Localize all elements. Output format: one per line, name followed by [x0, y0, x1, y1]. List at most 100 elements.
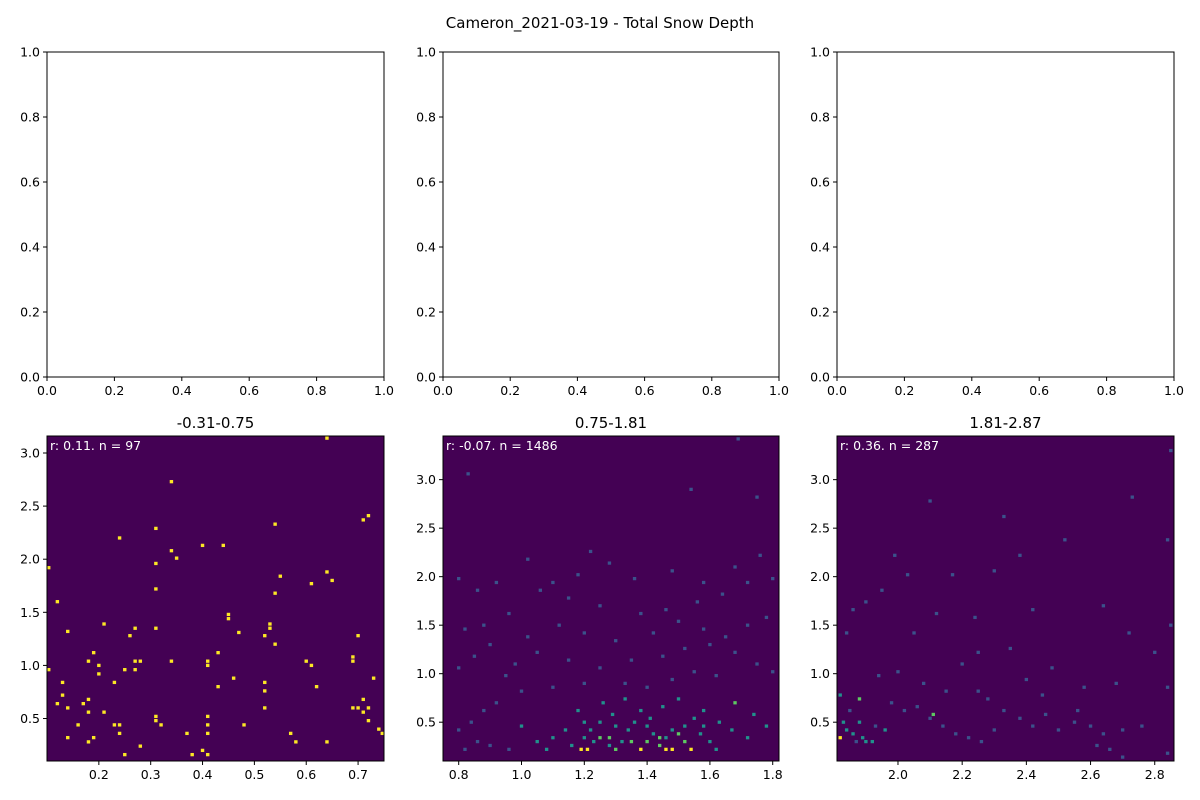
heatmap-cell	[60, 680, 65, 685]
y-tick-label: 1.0	[20, 45, 40, 60]
y-tick-label: 1.0	[810, 666, 830, 681]
heatmap-cell	[582, 681, 586, 686]
heatmap-cell	[457, 576, 461, 581]
heatmap-cell	[97, 672, 101, 676]
heatmap-cell	[1040, 693, 1045, 697]
heatmap-cell	[377, 727, 381, 731]
x-tick-label: 0.0	[433, 383, 453, 398]
heatmap-cell	[1101, 732, 1106, 736]
heatmap-cell	[154, 526, 158, 531]
heatmap-cell	[607, 736, 612, 740]
y-tick-label: 1.0	[416, 666, 436, 681]
x-tick-label: 2.0	[888, 767, 908, 782]
heatmap-cell	[720, 592, 725, 596]
y-tick-label: 3.0	[810, 472, 830, 487]
heatmap-cell	[263, 689, 267, 693]
y-tick-label: 1.0	[416, 45, 436, 60]
heatmap-cell	[598, 666, 602, 670]
heatmap-cell	[526, 635, 530, 639]
heatmap-cell	[607, 561, 612, 565]
heatmap-cell	[482, 623, 486, 627]
axes-frame	[442, 435, 780, 762]
heatmap-cell	[361, 697, 365, 702]
x-tick-label: 0.4	[172, 383, 192, 398]
heatmap-cell	[670, 569, 674, 573]
heatmap-cell	[979, 739, 984, 744]
y-tick-label: 2.5	[416, 521, 436, 536]
heatmap-cell	[683, 724, 687, 728]
heatmap-cell	[123, 668, 127, 672]
heatmap-cell	[857, 720, 862, 724]
heatmap-cell	[206, 714, 210, 719]
heatmap-background	[837, 436, 1174, 761]
heatmap-cell	[325, 570, 329, 574]
y-tick-label: 2.5	[20, 499, 40, 514]
x-tick-label: 0.6	[1029, 383, 1049, 398]
heatmap-cell	[645, 685, 649, 689]
y-tick-label: 0.4	[416, 240, 436, 255]
heatmap-cell	[1153, 650, 1157, 654]
heatmap-cell	[614, 639, 618, 643]
heatmap-cell	[216, 685, 220, 689]
x-tick-label: 1.0	[374, 383, 394, 398]
heatmap-cell	[689, 747, 693, 751]
heatmap-cell	[626, 728, 630, 732]
heatmap-cell	[66, 629, 70, 634]
heatmap-cell	[133, 626, 137, 630]
heatmap-cell	[356, 706, 360, 710]
y-tick-label: 0.0	[810, 370, 830, 385]
subplot-3: 0.0 0.2 0.4 0.6 0.8 1.0 0.0 0.2 0.4 0.6 0.8 1.0	[810, 45, 1184, 399]
heatmap-cell	[733, 650, 737, 654]
heatmap-cell	[138, 744, 143, 748]
heatmap-cell	[159, 723, 163, 727]
heatmap-cell	[708, 642, 712, 647]
heatmap-cell	[902, 708, 907, 713]
x-tick-label: 1.6	[700, 767, 720, 782]
heatmap-cell	[645, 739, 649, 744]
y-tick-label: 2.0	[416, 569, 436, 584]
heatmap-cell	[598, 720, 602, 724]
subplot-6: r: 0.36. n = 287 1.81-2.87 2.0 2.2 2.4 2.6 2.8…	[810, 414, 1175, 782]
heatmap-cell	[273, 642, 277, 646]
heatmap-cell	[676, 619, 681, 623]
heatmap-cell	[154, 714, 158, 719]
correlation-annotation: r: 0.11. n = 97	[50, 438, 141, 453]
heatmap-cell	[472, 654, 477, 658]
heatmap-cell	[86, 659, 91, 663]
heatmap-cell	[81, 702, 86, 706]
heatmap-cell	[701, 708, 706, 713]
heatmap-cell	[221, 543, 225, 548]
heatmap-cell	[1031, 724, 1035, 728]
heatmap-cell	[701, 580, 706, 585]
heatmap-cell	[1043, 712, 1048, 717]
heatmap-cell	[371, 676, 376, 680]
heatmap-cell	[632, 576, 637, 581]
heatmap-cell	[133, 668, 137, 672]
heatmap-cell	[361, 710, 365, 714]
heatmap-cell	[86, 697, 91, 702]
heatmap-cell	[851, 608, 855, 612]
x-tick-label: 0.8	[307, 383, 327, 398]
heatmap-cell	[366, 718, 371, 723]
heatmap-cell	[102, 710, 106, 714]
heatmap-cell	[701, 724, 706, 728]
heatmap-cell	[648, 716, 652, 720]
y-tick-label: 0.8	[810, 110, 830, 125]
heatmap-cell	[992, 728, 996, 732]
heatmap-cell	[1002, 708, 1006, 713]
y-tick-label: 1.0	[810, 45, 830, 60]
heatmap-cell	[657, 736, 662, 740]
heatmap-cell	[695, 600, 700, 604]
heatmap-cell	[169, 659, 174, 663]
heatmap-cell	[877, 674, 881, 678]
heatmap-cell	[889, 701, 894, 705]
y-tick-label: 0.0	[20, 370, 40, 385]
heatmap-cell	[992, 569, 996, 573]
heatmap-cell	[838, 693, 842, 697]
heatmap-cell	[1165, 685, 1170, 689]
x-tick-label: 0.2	[89, 767, 109, 782]
heatmap-cell	[928, 716, 932, 720]
y-tick-label: 2.0	[810, 569, 830, 584]
heatmap-cell	[661, 705, 665, 709]
heatmap-cell	[278, 574, 283, 578]
